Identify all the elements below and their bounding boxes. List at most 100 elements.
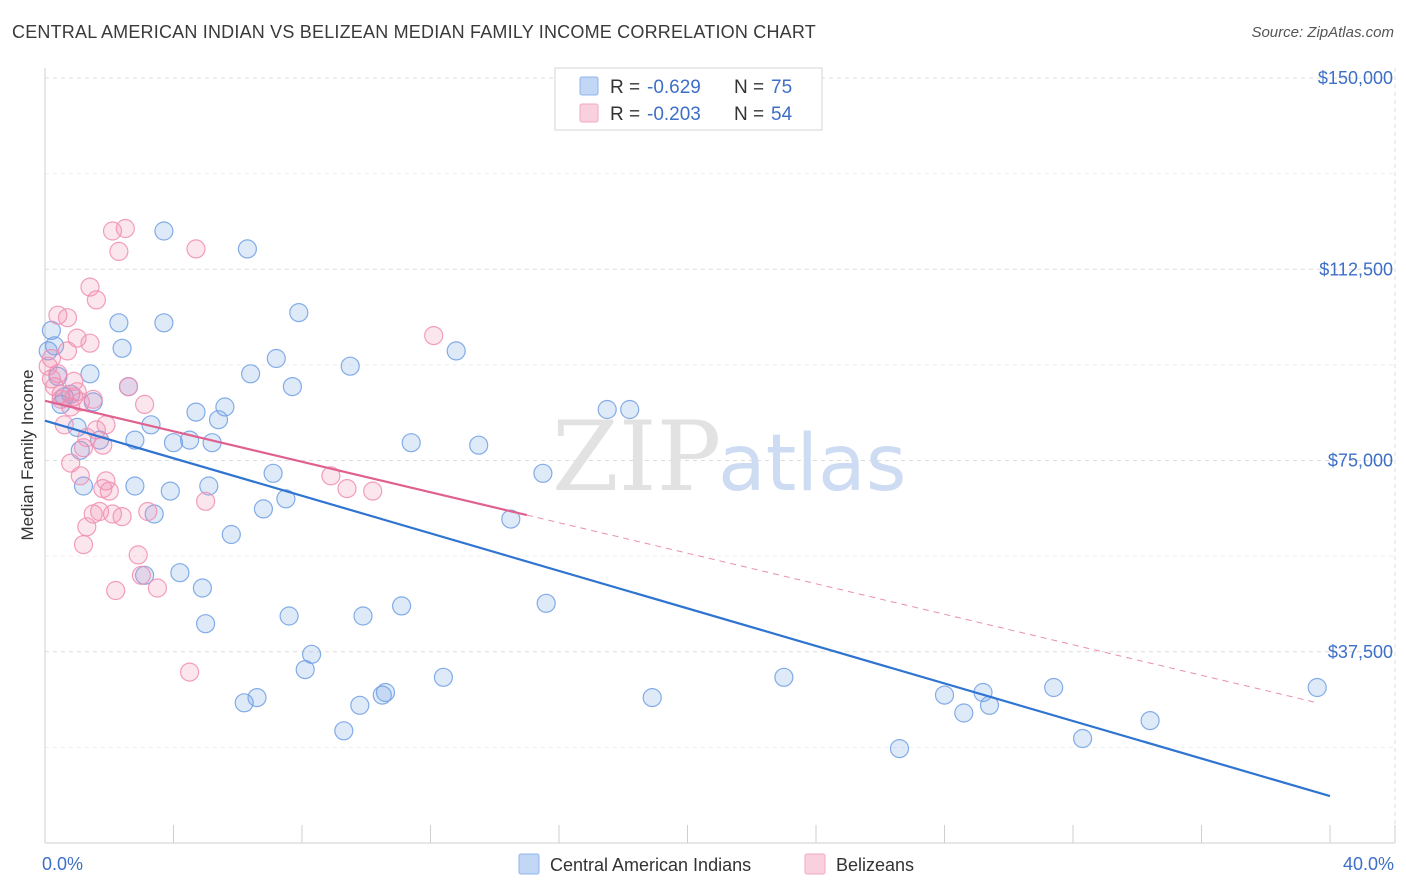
point-belizean-26: [96, 471, 116, 491]
x-tick-label-0: 0.0%: [42, 854, 83, 874]
point-belizean-39: [147, 578, 167, 598]
point-central-american-52: [375, 682, 396, 703]
point-belizean-50: [83, 504, 103, 524]
point-central-american-42: [279, 606, 299, 626]
x-tick-labels: 0.0% 40.0%: [42, 854, 1394, 874]
point-central-american-64: [774, 667, 794, 687]
point-central-american-46: [302, 644, 322, 664]
point-central-american-53: [392, 596, 412, 616]
points-layer: [38, 218, 1327, 759]
point-belizean-19: [80, 333, 100, 353]
y-tick-label-2: $112,500: [1319, 259, 1393, 279]
point-belizean-45: [363, 481, 383, 501]
point-belizean-31: [109, 241, 129, 261]
point-belizean-48: [48, 364, 68, 384]
point-belizean-34: [118, 377, 139, 397]
point-central-american-15: [125, 476, 145, 496]
y-tick-labels: $37,500 $75,000 $112,500 $150,000: [1318, 68, 1393, 662]
point-central-american-12: [109, 313, 129, 333]
point-belizean-1: [41, 369, 62, 389]
point-belizean-46: [424, 326, 444, 346]
point-central-american-67: [954, 703, 974, 723]
point-central-american-26: [186, 402, 206, 422]
point-belizean-9: [61, 453, 81, 473]
point-central-american-31: [208, 410, 229, 430]
point-central-american-43: [282, 377, 302, 397]
chart-title: CENTRAL AMERICAN INDIAN VS BELIZEAN MEDI…: [12, 22, 816, 42]
y-axis-title: Median Family Income: [18, 369, 37, 540]
legend-r-label-1: R =: [610, 104, 640, 125]
point-belizean-52: [106, 580, 126, 601]
legend-n-value-0: 75: [771, 77, 792, 98]
point-central-american-35: [237, 239, 257, 259]
y-tick-label-1: $75,000: [1328, 451, 1393, 471]
point-central-american-36: [241, 364, 261, 384]
point-central-american-29: [199, 476, 219, 496]
point-central-american-50: [353, 606, 373, 626]
legend-bottom-label-central-american: Central American Indians: [550, 855, 751, 875]
point-belizean-6: [57, 341, 78, 361]
legend-r-label-0: R =: [610, 77, 640, 98]
point-central-american-58: [501, 509, 521, 529]
point-belizean-41: [186, 239, 206, 259]
point-central-american-62: [620, 399, 640, 420]
legend-top-frame: [554, 67, 823, 131]
x-tick-label-1: 40.0%: [1343, 854, 1394, 874]
point-central-american-47: [334, 721, 354, 741]
point-belizean-44: [337, 479, 357, 499]
trend-line-belizean: [44, 399, 528, 517]
point-central-american-27: [192, 578, 212, 598]
point-central-american-65: [889, 738, 910, 759]
trend-line-central-american: [44, 419, 1331, 798]
point-central-american-22: [160, 481, 180, 501]
point-central-american-51: [372, 685, 392, 705]
legend-swatch-belizean: [579, 103, 599, 123]
point-belizean-25: [93, 435, 113, 455]
point-belizean-15: [73, 438, 94, 458]
point-belizean-27: [96, 415, 116, 435]
point-central-american-61: [597, 399, 617, 420]
point-central-american-21: [154, 313, 174, 333]
point-central-american-37: [247, 687, 267, 708]
point-central-american-23: [163, 433, 184, 453]
point-central-american-24: [170, 563, 190, 583]
point-central-american-71: [1072, 728, 1093, 749]
legend-n-value-1: 54: [771, 104, 793, 125]
point-belizean-17: [77, 427, 97, 448]
point-belizean-14: [70, 466, 90, 486]
point-central-american-60: [536, 593, 556, 613]
point-central-american-57: [469, 435, 489, 455]
point-central-american-49: [350, 695, 370, 715]
point-central-american-56: [446, 341, 466, 361]
point-central-american-34: [234, 693, 254, 713]
point-belizean-16: [73, 534, 94, 555]
legend-n-label-0: N =: [734, 77, 764, 98]
point-central-american-63: [642, 687, 662, 708]
point-central-american-73: [1307, 677, 1327, 698]
legend-bottom: Central American Indians Belizeans: [518, 853, 914, 875]
legend-swatch-central-american: [579, 76, 599, 96]
y-tick-label-0: $37,500: [1328, 642, 1393, 662]
point-belizean-7: [57, 308, 78, 328]
legend-top: R = -0.629 N = 75 R = -0.203 N = 54: [554, 67, 823, 131]
point-central-american-70: [1044, 677, 1064, 698]
legend-r-value-1: -0.203: [647, 104, 701, 125]
axis-layer: [44, 68, 1396, 844]
point-belizean-22: [86, 290, 107, 310]
watermark: ZIP atlas: [552, 401, 907, 513]
legend-n-label-1: N =: [734, 104, 764, 125]
legend-bottom-label-belizean: Belizeans: [836, 855, 914, 875]
point-central-american-38: [253, 499, 273, 519]
point-central-american-59: [533, 463, 553, 483]
grid-layer: [45, 68, 1396, 843]
point-central-american-41: [276, 489, 296, 509]
point-belizean-51: [51, 384, 71, 404]
point-belizean-40: [180, 662, 200, 682]
trend-layer: [44, 399, 1331, 798]
point-belizean-36: [131, 565, 151, 585]
point-belizean-35: [128, 545, 148, 565]
point-central-american-13: [112, 338, 132, 358]
watermark-atlas: atlas: [718, 419, 907, 509]
point-central-american-72: [1140, 710, 1160, 731]
